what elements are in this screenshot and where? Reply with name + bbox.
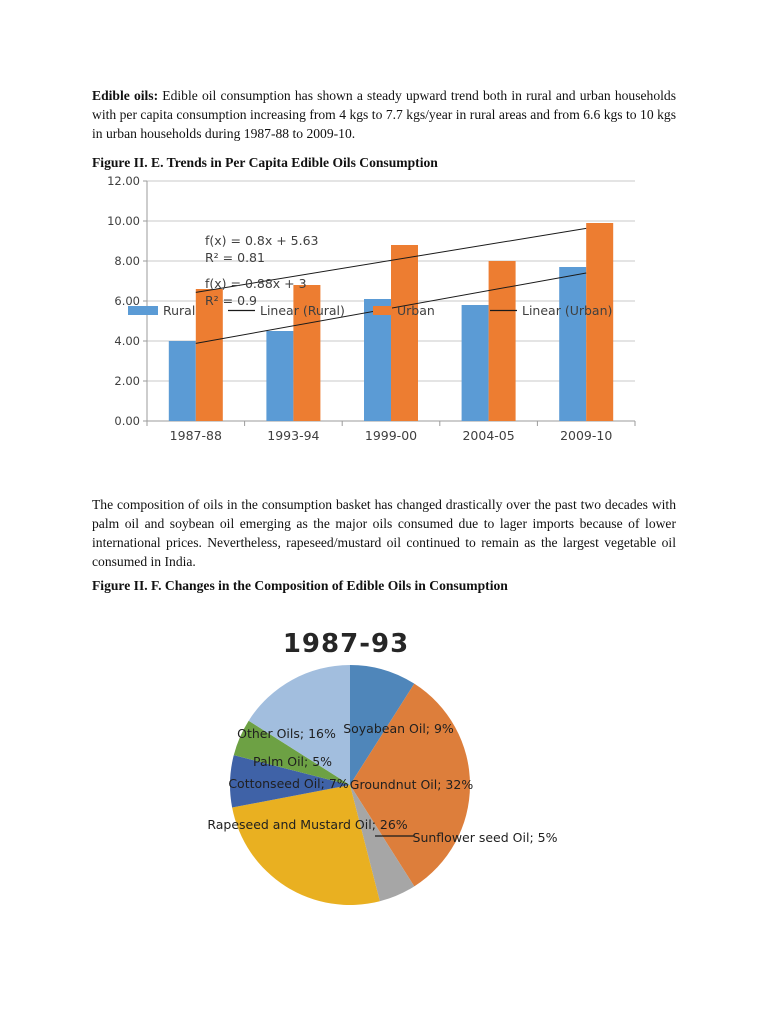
paragraph-lead-bold: Edible oils: <box>92 88 159 103</box>
bar-urban-1987-88 <box>195 289 223 421</box>
y-axis-tick-label: 4.00 <box>114 334 140 348</box>
trendline-equation: f(x) = 0.8x + 5.63 <box>205 233 319 248</box>
legend-label-rural: Rural <box>163 303 195 318</box>
figure-f-caption: Figure II. F. Changes in the Composition… <box>92 578 508 593</box>
legend-label-linear-rural: Linear (Rural) <box>260 303 345 318</box>
bar-urban-1999-00 <box>391 245 418 421</box>
pie-label-rapeseed-and-mustard-oil: Rapeseed and Mustard Oil; 26% <box>207 817 407 832</box>
y-axis-tick-label: 10.00 <box>107 214 140 228</box>
legend-swatch-urban <box>373 306 392 315</box>
bar-urban-1993-94 <box>293 285 321 421</box>
x-axis-category-label: 1987-88 <box>170 428 222 443</box>
bar-chart-per-capita-consumption: 12.00 10.00 8.00 6.00 4.00 2.00 0.00 1987-88 199… <box>88 176 688 458</box>
x-axis-category-label: 2009-10 <box>560 428 612 443</box>
figure-e-caption: Figure II. E. Trends in Per Capita Edibl… <box>92 155 438 170</box>
x-axis-category-label: 1999-00 <box>365 428 417 443</box>
pie-slice-soyabean-oil <box>350 665 415 785</box>
pie-chart-svg: 1987-93 Soyabean Oil; 9% Groundnut Oil; 32… <box>207 629 558 905</box>
pie-label-groundnut-oil: Groundnut Oil; 32% <box>350 777 474 792</box>
bar-urban-2009-10 <box>586 223 614 421</box>
bar-rural-2004-05 <box>461 305 489 421</box>
pie-label-palm-oil: Palm Oil; 5% <box>253 754 332 769</box>
bar-rural-1993-94 <box>266 331 294 421</box>
x-axis-category-label: 2004-05 <box>462 428 514 443</box>
pie-label-sunflower-seed-oil: Sunflower seed Oil; 5% <box>413 830 558 845</box>
bar-chart-svg: 12.00 10.00 8.00 6.00 4.00 2.00 0.00 1987-88 199… <box>107 176 636 443</box>
legend-swatch-rural <box>128 306 158 315</box>
bar-rural-2009-10 <box>559 267 587 421</box>
pie-slice-cottonseed-oil <box>230 755 350 808</box>
trendline-r-squared: R² = 0.9 <box>205 293 257 308</box>
bar-rural-1999-00 <box>364 299 391 421</box>
pie-slice-rapeseed-and-mustard-oil <box>232 785 380 905</box>
pie-label-cottonseed-oil: Cottonseed Oil; 7% <box>228 776 348 791</box>
trendline-equation: f(x) = 0.88x + 3 <box>205 276 307 291</box>
pie-slice-palm-oil <box>233 720 350 785</box>
pie-slice-other-oils <box>248 665 350 785</box>
paragraph-edible-oils-body: Edible oil consumption has shown a stead… <box>92 88 676 141</box>
trendline-linear-urban <box>195 227 587 293</box>
trendline-r-squared: R² = 0.81 <box>205 250 265 265</box>
pie-slice-sunflower-seed-oil <box>350 785 415 902</box>
y-axis-tick-label: 2.00 <box>114 374 140 388</box>
y-axis-tick-label: 0.00 <box>114 414 140 428</box>
y-axis-tick-label: 8.00 <box>114 254 140 268</box>
x-axis-category-label: 1993-94 <box>267 428 319 443</box>
pie-label-soyabean-oil: Soyabean Oil; 9% <box>343 721 454 736</box>
y-axis-tick-label: 12.00 <box>107 176 140 188</box>
bar-rural-1987-88 <box>168 341 196 421</box>
paragraph-edible-oils: Edible oils: Edible oil consumption has … <box>92 86 676 143</box>
y-axis-tick-label: 6.00 <box>114 294 140 308</box>
pie-slice-groundnut-oil <box>350 683 471 887</box>
legend-label-urban: Urban <box>397 303 435 318</box>
paragraph-composition: The composition of oils in the consumpti… <box>92 497 676 569</box>
bar-urban-2004-05 <box>488 261 516 421</box>
legend-label-linear-urban: Linear (Urban) <box>522 303 612 318</box>
pie-chart-oil-composition-1987-93: 1987-93 Soyabean Oil; 9% Groundnut Oil; 32… <box>180 616 600 916</box>
pie-title: 1987-93 <box>283 629 409 659</box>
pie-label-other-oils: Other Oils; 16% <box>237 726 336 741</box>
